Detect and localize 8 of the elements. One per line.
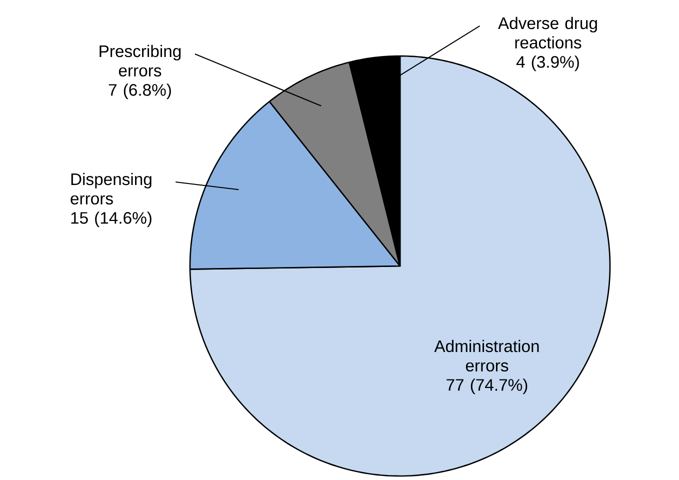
slice-label: Prescribing errors [100,44,181,76]
slice-label: Adverse drug reactions [498,16,597,48]
slice-label: Administration errors [434,340,539,372]
data-label: 7 (6.8%) [108,84,171,100]
data-label: 15 (14.6%) [71,212,152,228]
legend-label: Dispensing errors [70,172,152,204]
data-label: 77 (74.7%) [446,378,528,394]
data-label: 4 (3.9%) [516,56,579,72]
